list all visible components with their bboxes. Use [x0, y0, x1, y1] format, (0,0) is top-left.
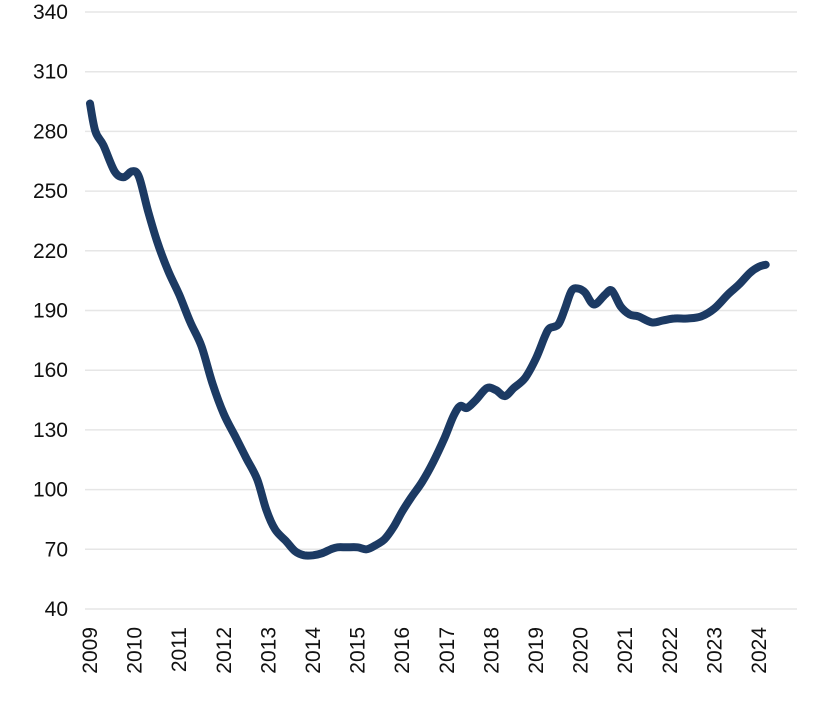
x-tick-label: 2013: [257, 627, 280, 674]
y-tick-label: 280: [33, 120, 68, 143]
y-tick-label: 130: [33, 419, 68, 442]
y-tick-label: 40: [45, 598, 68, 621]
x-axis-tick-labels: 2009 2010 2011 2012 2013 2014 2015 2016 2017 2018…: [79, 627, 771, 674]
x-tick-label: 2016: [391, 627, 414, 674]
x-tick-label: 2024: [748, 627, 771, 674]
x-tick-label: 2012: [213, 627, 236, 674]
y-tick-label: 100: [33, 479, 68, 502]
x-tick-label: 2020: [570, 627, 593, 674]
y-tick-label: 340: [33, 1, 68, 24]
y-tick-label: 310: [33, 61, 68, 84]
y-tick-label: 190: [33, 300, 68, 323]
x-tick-label: 2019: [525, 627, 548, 674]
y-axis-tick-labels: 40 70 100 130 160 190 220 250 280 310 340: [33, 1, 68, 621]
series-layer: [86, 99, 770, 560]
x-tick-label: 2018: [480, 627, 503, 674]
x-tick-label: 2023: [703, 627, 726, 674]
y-tick-label: 70: [45, 538, 68, 561]
x-tick-label: 2017: [436, 627, 459, 674]
x-tick-label: 2009: [79, 627, 102, 674]
x-tick-label: 2021: [614, 627, 637, 674]
gridlines: [85, 11, 797, 610]
x-tick-label: 2014: [302, 627, 325, 674]
x-tick-label: 2010: [124, 627, 147, 674]
y-tick-label: 250: [33, 180, 68, 203]
series-line-0: [86, 99, 770, 560]
y-tick-label: 220: [33, 240, 68, 263]
x-tick-label: 2022: [659, 627, 682, 674]
x-tick-label: 2015: [347, 627, 370, 674]
y-tick-label: 160: [33, 359, 68, 382]
x-tick-label: 2011: [168, 627, 191, 672]
